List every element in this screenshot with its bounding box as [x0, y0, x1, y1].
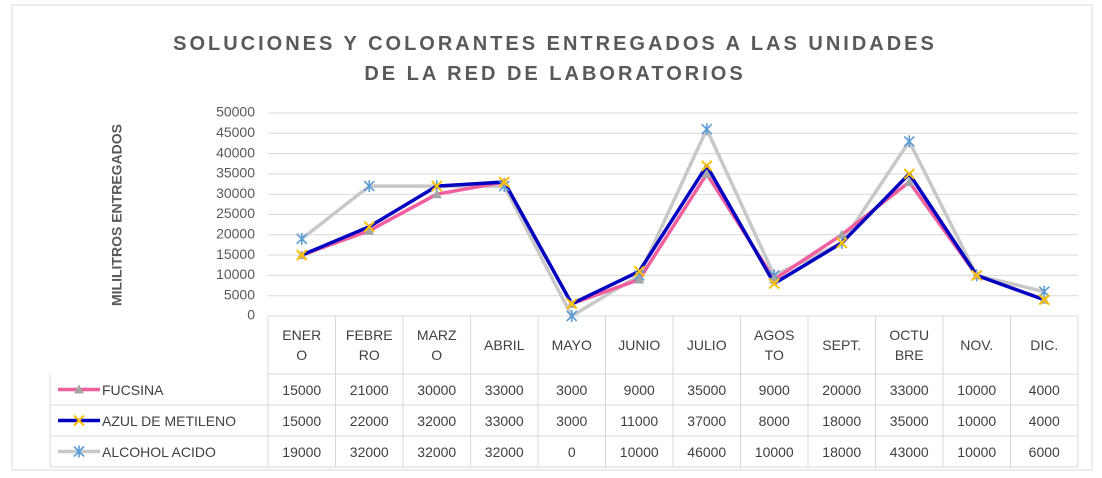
table-value: 10000: [957, 443, 997, 460]
x-tick-label: MARZ O: [416, 327, 457, 363]
marker: [73, 445, 85, 458]
table-value: 32000: [417, 443, 457, 460]
table-value: 9000: [758, 381, 790, 398]
table-value: 10000: [619, 443, 659, 460]
y-tick-label: 45000: [216, 124, 255, 140]
marker: [566, 298, 578, 310]
marker: [903, 135, 915, 148]
y-tick-label: 40000: [216, 144, 255, 160]
y-tick-label: 0: [247, 307, 255, 323]
table-value: 32000: [349, 443, 389, 460]
table-value: 35000: [687, 381, 727, 398]
x-tick-label: ABRIL: [484, 337, 525, 353]
marker: [498, 176, 510, 188]
marker: [296, 232, 308, 245]
marker: [1038, 294, 1050, 306]
y-tick-label: 30000: [216, 185, 255, 201]
table-value: 37000: [687, 412, 727, 429]
y-tick-label: 25000: [216, 205, 255, 221]
marker: [364, 225, 375, 235]
marker: [701, 160, 713, 172]
marker: [74, 384, 84, 394]
table-value: 33000: [484, 381, 524, 398]
y-tick-label: 35000: [216, 165, 255, 181]
marker: [633, 265, 645, 278]
table-value: 46000: [687, 443, 727, 460]
x-tick-label: AGOS TO: [754, 327, 795, 363]
table-value: 30000: [417, 381, 457, 398]
table-value: 0: [567, 443, 576, 460]
marker: [768, 277, 780, 290]
series-line: [301, 164, 1045, 306]
chart-title: SOLUCIONES Y COLORANTES ENTREGADOS A LAS…: [173, 33, 937, 85]
table-value: 32000: [417, 412, 457, 429]
y-tick-label: 15000: [216, 246, 255, 262]
marker: [634, 274, 645, 284]
table-value: 15000: [282, 381, 322, 398]
table-value: 8000: [758, 412, 790, 429]
table-value: 4000: [1028, 412, 1060, 429]
x-tick-label: SEPT.: [822, 337, 862, 353]
table-value: 18000: [822, 412, 862, 429]
table-value: 3000: [556, 412, 588, 429]
x-tick-label: MAYO: [551, 337, 592, 353]
marker: [971, 269, 983, 282]
marker: [566, 310, 578, 322]
table-value: 32000: [484, 443, 524, 460]
series-line: [301, 172, 1045, 306]
marker: [836, 237, 848, 249]
x-tick-label: JULIO: [686, 337, 727, 353]
marker: [363, 180, 375, 193]
y-tick-label: 20000: [216, 226, 255, 242]
table-value: 10000: [957, 412, 997, 429]
table-value: 9000: [623, 381, 655, 398]
table-value: 35000: [889, 412, 929, 429]
marker: [296, 249, 308, 261]
legend-label: FUCSINA: [102, 381, 164, 398]
table-value: 3000: [556, 381, 588, 398]
marker: [836, 229, 847, 239]
marker: [904, 177, 915, 187]
y-tick-label: 50000: [216, 104, 255, 120]
marker: [363, 220, 375, 233]
series-line: [300, 127, 1045, 318]
x-tick-label: ENER O: [282, 327, 322, 363]
table-value: 22000: [349, 412, 389, 429]
table-value: 11000: [620, 412, 659, 429]
x-tick-label: JUNIO: [618, 337, 661, 353]
table-value: 33000: [889, 381, 929, 398]
marker: [903, 168, 915, 180]
y-tick-label: 10000: [216, 266, 255, 282]
table-value: 21000: [349, 381, 389, 398]
table-value: 6000: [1028, 443, 1060, 460]
chart-border: [11, 4, 1093, 471]
table-value: 10000: [957, 381, 997, 398]
marker: [431, 180, 443, 192]
x-tick-label: FEBRE RO: [345, 327, 393, 363]
marker: [701, 123, 713, 136]
legend-label: ALCOHOL ACIDO: [102, 443, 216, 460]
table-value: 19000: [282, 443, 322, 460]
legend-label: AZUL DE METILENO: [102, 412, 237, 429]
table-value: 18000: [822, 443, 862, 460]
marker: [431, 189, 442, 199]
table-value: 20000: [822, 381, 862, 398]
x-tick-label: DIC.: [1030, 337, 1059, 353]
x-tick-label: OCTU BRE: [889, 327, 930, 363]
y-axis-label: MILILITROS ENTREGADOS: [109, 124, 125, 306]
table-value: 33000: [484, 412, 524, 429]
table-value: 4000: [1028, 381, 1060, 398]
marker: [73, 414, 85, 427]
y-tick-label: 5000: [224, 286, 255, 302]
x-tick-label: NOV.: [960, 337, 994, 353]
marker: [701, 168, 712, 178]
table-value: 15000: [282, 412, 322, 429]
table-value: 43000: [889, 443, 929, 460]
table-value: 10000: [754, 443, 794, 460]
